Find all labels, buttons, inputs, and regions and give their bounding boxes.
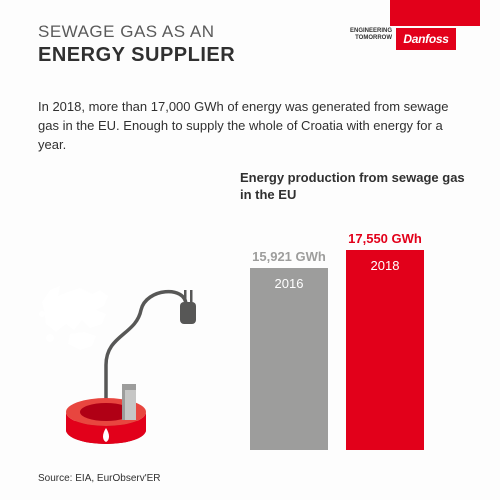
source-text: Source: EIA, EurObserv'ER: [38, 473, 161, 484]
chart-title: Energy production from sewage gas in the…: [240, 170, 465, 204]
bar-group: 17,550 GWh 2018: [346, 231, 424, 450]
infographic-card: SEWAGE GAS AS AN ENERGY SUPPLIER ENGINEE…: [0, 0, 500, 500]
sewage-plug-icon: [36, 280, 226, 450]
logo: ENGINEERING TOMORROW Danfoss: [350, 28, 456, 50]
logo-tagline: ENGINEERING TOMORROW: [350, 28, 392, 41]
brand-accent-bar: [390, 0, 480, 26]
illustration: [36, 280, 226, 450]
header: SEWAGE GAS AS AN ENERGY SUPPLIER: [38, 22, 235, 67]
bar: 2016: [250, 268, 328, 450]
bar-year-label: 2016: [275, 276, 304, 291]
bar-value-label: 17,550 GWh: [348, 231, 422, 246]
chart-bars: 15,921 GWh 2016 17,550 GWh 2018: [250, 220, 450, 450]
logo-brand: Danfoss: [396, 28, 456, 50]
bar: 2018: [346, 250, 424, 450]
title-line-2: ENERGY SUPPLIER: [38, 44, 235, 67]
body-text: In 2018, more than 17,000 GWh of energy …: [38, 98, 458, 155]
bar-value-label: 15,921 GWh: [252, 249, 326, 264]
bar-group: 15,921 GWh 2016: [250, 249, 328, 450]
bar-year-label: 2018: [371, 258, 400, 273]
title-line-1: SEWAGE GAS AS AN: [38, 22, 235, 42]
bar-chart: Energy production from sewage gas in the…: [240, 170, 465, 450]
tagline-line-1: ENGINEERING: [350, 28, 392, 35]
tagline-line-2: TOMORROW: [350, 35, 392, 42]
